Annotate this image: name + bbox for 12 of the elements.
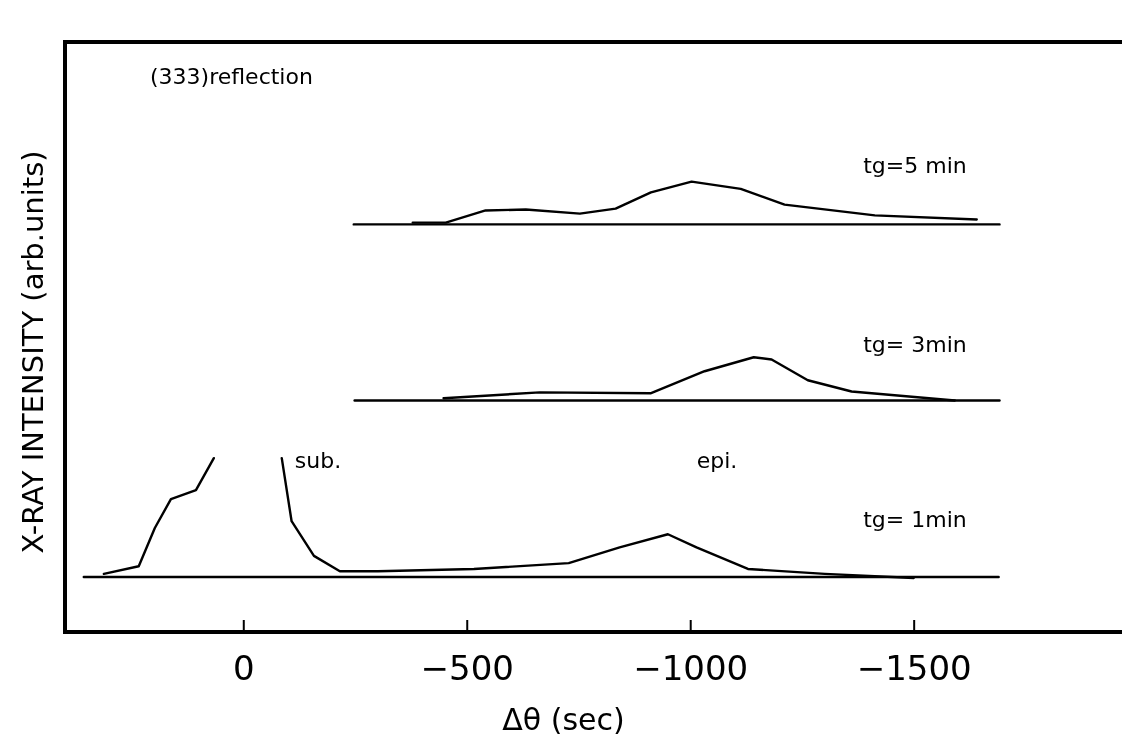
annotation: tg= 1min xyxy=(863,507,967,532)
x-tick-label: 0 xyxy=(232,648,255,688)
x-tick-label: −1500 xyxy=(856,648,972,688)
text: (333)reflection xyxy=(150,64,313,89)
annotation: epi. xyxy=(696,448,738,473)
x-axis-title: Δθ (sec) xyxy=(502,702,625,737)
x-tick-label: −500 xyxy=(420,648,514,688)
x-tick-label: −1000 xyxy=(633,648,749,688)
y-axis-title: X-RAY INTENSITY (arb.units) xyxy=(16,150,50,554)
annotation: sub. xyxy=(294,448,342,473)
annotation: tg= 3min xyxy=(863,332,967,357)
text: tg=5 min xyxy=(863,153,967,178)
